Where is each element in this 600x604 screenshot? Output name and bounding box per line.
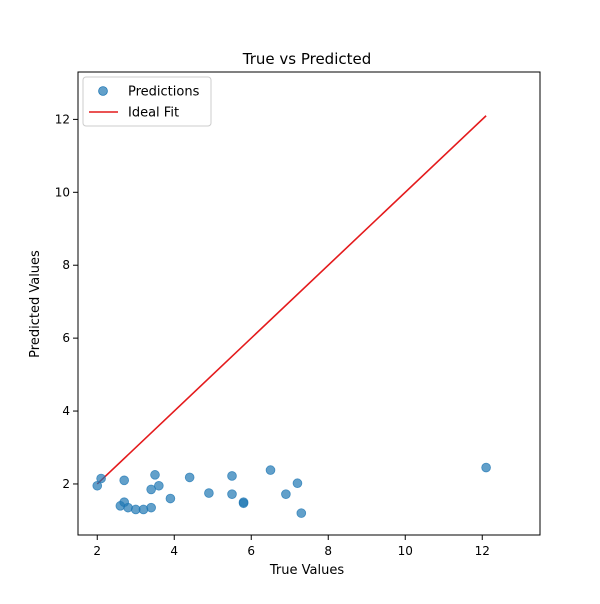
legend-marker-predictions — [98, 86, 108, 96]
legend-box — [82, 76, 212, 127]
prediction-point — [292, 478, 303, 489]
prediction-point — [296, 508, 307, 518]
prediction-point — [227, 489, 237, 499]
plot-frame — [77, 71, 541, 536]
prediction-point — [150, 470, 160, 480]
prediction-point — [119, 475, 129, 486]
axis-ticks: 2 4 6 8 10 12 2 4 6 8 10 12 — [55, 112, 490, 558]
y-tick-label: 2 — [62, 477, 70, 491]
prediction-point — [265, 465, 276, 475]
prediction-point — [154, 480, 164, 491]
x-tick-label: 10 — [398, 544, 413, 558]
x-axis-label: True Values — [269, 563, 344, 578]
x-tick-label: 2 — [93, 544, 101, 558]
x-tick-label: 6 — [247, 544, 255, 558]
prediction-point — [92, 480, 103, 491]
prediction-point — [184, 472, 195, 483]
prediction-point — [165, 493, 176, 504]
prediction-point — [204, 488, 214, 498]
prediction-point — [281, 489, 291, 499]
y-tick-label: 8 — [62, 258, 70, 272]
y-tick-label: 4 — [62, 404, 70, 418]
legend-label-predictions: Predictions — [128, 85, 200, 100]
prediction-point — [238, 498, 249, 509]
y-tick-label: 10 — [55, 185, 70, 199]
ideal-fit-line — [96, 115, 487, 485]
prediction-point — [146, 484, 156, 495]
prediction-point — [481, 462, 491, 473]
y-tick-label: 12 — [55, 112, 70, 126]
chart-title: True vs Predicted — [242, 50, 372, 68]
prediction-point — [96, 473, 106, 484]
x-tick-label: 8 — [324, 544, 332, 558]
prediction-point — [227, 471, 237, 481]
plot-area — [92, 115, 491, 518]
x-tick-label: 12 — [475, 544, 490, 558]
legend-label-ideal-fit: Ideal Fit — [128, 106, 179, 121]
legend: Predictions Ideal Fit — [82, 76, 212, 127]
prediction-point — [146, 502, 156, 513]
x-tick-label: 4 — [170, 544, 178, 558]
y-axis-label: Predicted Values — [28, 250, 43, 358]
y-tick-label: 6 — [62, 331, 70, 345]
